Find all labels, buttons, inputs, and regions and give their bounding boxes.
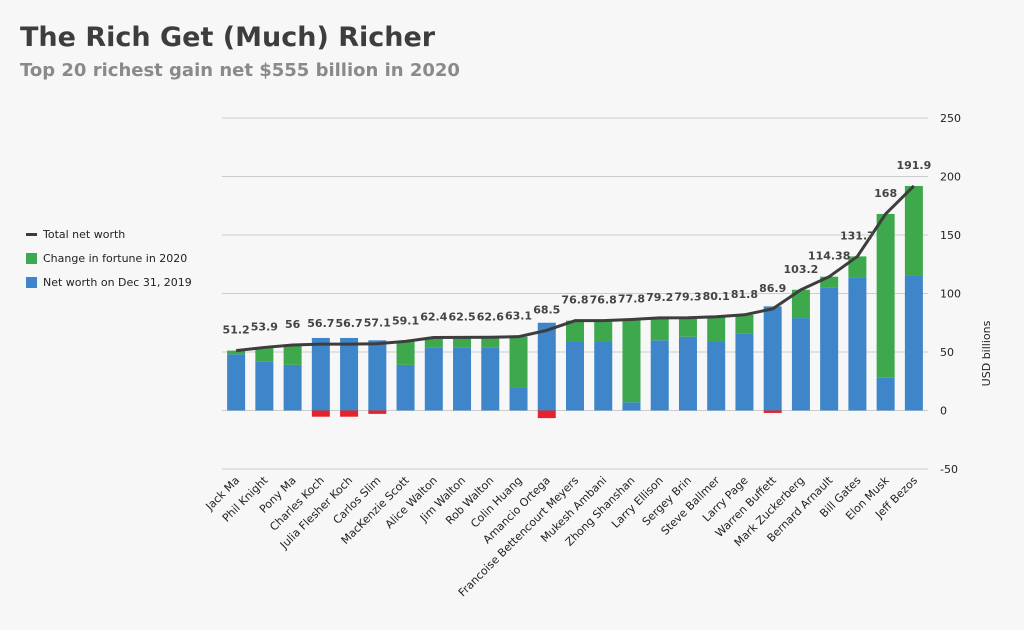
data-label: 51.2: [223, 324, 250, 337]
legend-change-swatch: [26, 252, 37, 264]
legend-item-change: Change in fortune in 2020: [26, 246, 192, 270]
y-tick-label: -50: [940, 463, 958, 476]
y-tick-label: 100: [940, 288, 961, 301]
bar-change: [424, 337, 443, 348]
bar-change: [876, 213, 895, 378]
data-label: 191.9: [896, 159, 931, 172]
data-label: 79.2: [646, 291, 673, 304]
data-label: 168: [874, 187, 897, 200]
data-label: 62.6: [477, 310, 504, 323]
bar-change: [283, 344, 302, 365]
data-label: 80.1: [703, 290, 730, 303]
bar-base: [791, 318, 810, 411]
bar-base: [566, 341, 584, 411]
data-label: 86.9: [759, 282, 786, 295]
bar-base: [820, 287, 839, 411]
bar-change: [650, 317, 669, 341]
bar-change: [707, 316, 726, 342]
data-label: 62.4: [420, 310, 447, 323]
bar-change: [735, 314, 754, 334]
bar-base: [678, 336, 697, 411]
bar-base: [650, 340, 669, 411]
bar-change-negative: [763, 410, 782, 413]
data-label: 57.1: [364, 317, 391, 330]
bar-base: [255, 361, 274, 411]
bar-base: [396, 364, 415, 411]
bar-base: [763, 306, 782, 411]
data-label: 68.5: [533, 303, 560, 316]
bar-base: [594, 341, 613, 411]
bar-base: [876, 377, 895, 411]
bar-change: [791, 289, 810, 319]
data-label: 76.8: [590, 294, 617, 307]
legend: Total net worth Change in fortune in 202…: [26, 222, 192, 294]
data-label: 131.7: [840, 229, 875, 242]
bar-base: [311, 337, 330, 411]
bar-change: [227, 350, 246, 355]
y-axis-label: USD billions: [980, 320, 993, 386]
legend-line-swatch: [26, 232, 37, 236]
bar-change: [848, 256, 867, 278]
bar-base: [735, 333, 754, 411]
bar-change: [566, 320, 584, 342]
bar-base: [848, 277, 867, 411]
data-label: 56.7: [336, 317, 363, 330]
legend-label-total: Total net worth: [43, 227, 126, 241]
data-label: 56.7: [307, 317, 334, 330]
bar-change: [509, 336, 528, 388]
bar-change-negative: [368, 410, 387, 414]
bar-base: [481, 347, 500, 411]
data-label: 63.1: [505, 310, 532, 323]
data-label: 77.8: [618, 292, 645, 305]
bar-base: [453, 347, 472, 411]
bar-base: [227, 354, 246, 411]
data-label: 76.8: [561, 294, 588, 307]
bar-change: [453, 337, 472, 348]
bar-change: [594, 320, 613, 342]
chart-subtitle: Top 20 richest gain net $555 billion in …: [20, 60, 460, 81]
data-label: 59.1: [392, 314, 419, 327]
bar-base: [537, 322, 556, 411]
y-tick-label: 250: [940, 112, 961, 125]
y-tick-label: 200: [940, 171, 961, 184]
total-line: [235, 184, 915, 353]
y-tick-label: 50: [940, 346, 954, 359]
data-label: 103.2: [784, 263, 819, 276]
bar-base: [904, 275, 923, 411]
chart-title: The Rich Get (Much) Richer: [20, 22, 436, 53]
bar-change-negative: [340, 410, 359, 417]
bar-base: [424, 347, 443, 411]
bar-base: [707, 341, 726, 411]
bar-base: [622, 402, 641, 411]
legend-label-change: Change in fortune in 2020: [43, 251, 188, 265]
data-label: 56: [285, 318, 301, 331]
bar-base: [340, 337, 359, 411]
legend-item-total: Total net worth: [26, 222, 192, 246]
bar-change: [622, 319, 641, 403]
bar-change: [904, 185, 923, 276]
bar-change-negative: [537, 410, 556, 419]
data-label: 53.9: [251, 320, 278, 333]
bar-change: [820, 276, 839, 288]
bar-base: [509, 387, 528, 411]
bar-change-negative: [311, 410, 330, 417]
bar-base: [368, 340, 387, 411]
legend-item-base: Net worth on Dec 31, 2019: [26, 270, 192, 294]
legend-base-swatch: [26, 276, 37, 288]
bar-change: [396, 341, 415, 365]
legend-label-base: Net worth on Dec 31, 2019: [43, 275, 192, 289]
bar-change: [481, 337, 500, 348]
data-label: 81.8: [731, 288, 758, 301]
data-label: 114.38: [808, 250, 850, 263]
data-label: 62.5: [448, 310, 475, 323]
bar-base: [283, 364, 302, 411]
y-tick-label: 0: [940, 405, 947, 418]
y-tick-label: 150: [940, 229, 961, 242]
bar-change: [678, 317, 697, 337]
data-label: 79.3: [674, 291, 701, 304]
bar-change: [255, 347, 274, 362]
